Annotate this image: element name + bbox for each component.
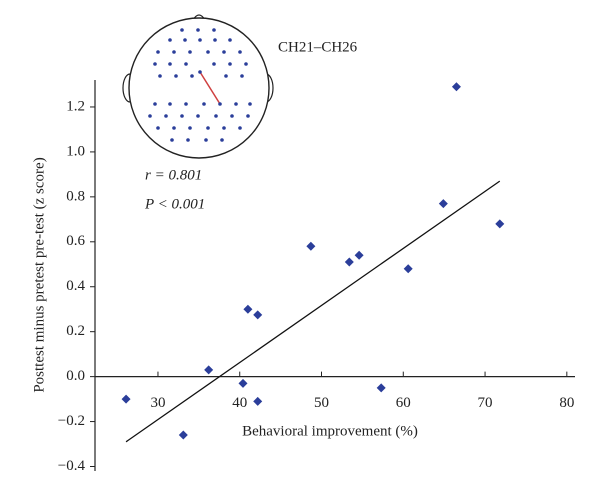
electrode	[198, 70, 202, 74]
y-tick-label: 0.2	[66, 323, 85, 339]
electrode	[206, 50, 210, 54]
electrode	[218, 102, 222, 106]
point	[451, 82, 461, 92]
electrode	[180, 114, 184, 118]
point	[238, 378, 248, 388]
y-axis-label: Posttest minus pretest pre-test (z score…	[31, 157, 47, 392]
electrode	[188, 50, 192, 54]
y-tick-label: 1.0	[66, 143, 85, 159]
electrode	[212, 62, 216, 66]
electrode	[190, 74, 194, 78]
electrode	[156, 50, 160, 54]
point	[253, 310, 263, 320]
electrode	[168, 38, 172, 42]
point	[204, 365, 214, 375]
electrode	[248, 102, 252, 106]
point	[376, 383, 386, 393]
x-tick-label: 30	[150, 395, 165, 411]
electrode	[164, 114, 168, 118]
x-axis-label: Behavioral improvement (%)	[242, 423, 418, 439]
electrode	[213, 38, 217, 42]
point	[243, 304, 253, 314]
point	[403, 264, 413, 274]
electrode	[198, 38, 202, 42]
y-tick-label: 1.2	[66, 98, 85, 114]
point	[121, 394, 131, 404]
electrode	[202, 102, 206, 106]
electrode	[188, 126, 192, 130]
electrode	[180, 28, 184, 32]
electrode	[153, 102, 157, 106]
electrode	[222, 50, 226, 54]
electrode	[170, 138, 174, 142]
y-tick-label: −0.4	[58, 458, 86, 474]
y-tick-label: 0.8	[66, 188, 85, 204]
annotation: P < 0.001	[144, 196, 205, 212]
electrode	[246, 114, 250, 118]
point	[495, 219, 505, 229]
electrode	[234, 102, 238, 106]
point	[344, 257, 354, 267]
electrode	[172, 50, 176, 54]
x-tick-label: 80	[559, 395, 574, 411]
head-inset	[122, 14, 274, 159]
electrode	[196, 28, 200, 32]
electrode	[214, 114, 218, 118]
point	[178, 430, 188, 440]
electrode	[220, 138, 224, 142]
electrode	[238, 126, 242, 130]
electrode	[212, 28, 216, 32]
point	[438, 199, 448, 209]
electrode	[168, 62, 172, 66]
electrode	[168, 102, 172, 106]
electrode	[186, 138, 190, 142]
point	[354, 250, 364, 260]
electrode	[224, 74, 228, 78]
head	[128, 17, 270, 159]
annotation: CH21–CH26	[278, 39, 358, 55]
electrode	[228, 62, 232, 66]
electrode	[230, 114, 234, 118]
electrode	[222, 126, 226, 130]
electrode	[174, 74, 178, 78]
annotation: r = 0.801	[145, 167, 202, 183]
electrode	[148, 114, 152, 118]
x-tick-label: 50	[314, 395, 329, 411]
electrode	[158, 74, 162, 78]
fit-line	[125, 180, 501, 443]
electrode	[240, 74, 244, 78]
electrode	[206, 126, 210, 130]
electrode	[184, 62, 188, 66]
electrode	[153, 62, 157, 66]
electrode	[156, 126, 160, 130]
electrode	[172, 126, 176, 130]
x-tick-label: 60	[396, 395, 411, 411]
channel-link	[199, 71, 221, 105]
electrode	[204, 138, 208, 142]
electrode	[238, 50, 242, 54]
point	[253, 396, 263, 406]
point	[306, 241, 316, 251]
electrode	[196, 114, 200, 118]
x-tick-label: 70	[478, 395, 493, 411]
y-tick-label: 0.4	[66, 278, 85, 294]
x-tick-label: 40	[232, 395, 247, 411]
y-tick-label: −0.2	[58, 413, 85, 429]
electrode	[228, 38, 232, 42]
y-tick-label: 0.0	[66, 368, 85, 384]
electrode	[244, 62, 248, 66]
electrode	[184, 102, 188, 106]
y-tick-label: 0.6	[66, 233, 85, 249]
electrode	[183, 38, 187, 42]
